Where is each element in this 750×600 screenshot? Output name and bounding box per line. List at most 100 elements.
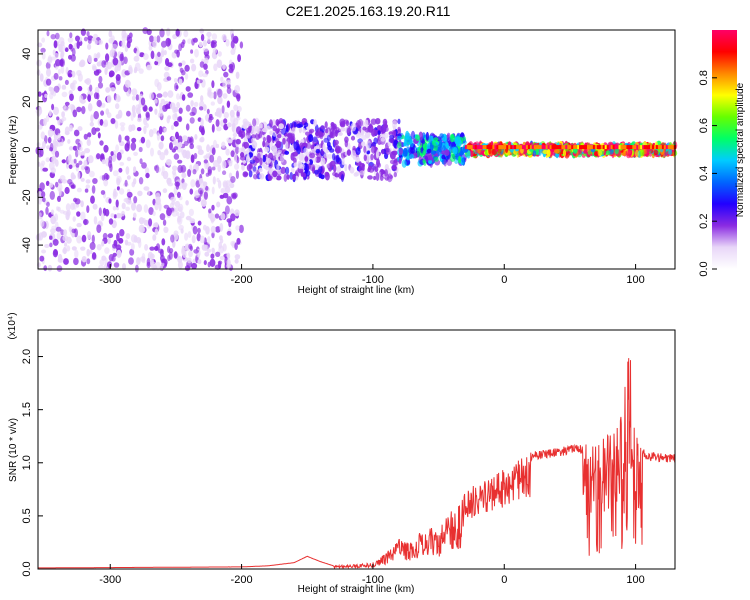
spectrogram-cell [361,141,366,147]
spectrogram-cell [36,142,41,147]
spectrogram-cell [243,172,249,177]
spectrogram-cell [140,97,146,106]
spectrogram-cell [373,175,377,181]
spectrogram-cell [158,141,164,150]
spectrogram-cell [45,206,49,215]
spectrogram-cell [271,145,278,153]
spectrogram-cell [115,199,119,208]
spectrogram-cell [632,145,635,150]
spectrogram-cell [148,45,153,51]
spectrogram-cell [223,118,228,124]
spectrogram-cell [302,128,306,134]
spectrogram-cell [154,98,158,104]
spectrogram-cell [220,213,226,220]
spectrogram-cell [40,47,46,53]
spectrogram-cell [299,142,304,149]
spectrogram-cell [49,147,53,152]
spectrogram-cell [98,265,105,270]
spectrogram-cell [296,123,302,128]
spectrogram-cell [45,78,52,86]
spectrogram-cell [234,209,240,217]
spectrogram-cell [91,37,97,42]
spectrogram-cell [178,107,183,114]
spectrogram-cell [221,160,227,169]
spectrogram-cell [600,145,604,150]
spectrogram-cell [498,145,501,150]
spectrogram-cell [166,177,172,185]
spectrogram-cell [233,153,238,162]
spectrogram-cell [167,115,171,120]
spectrogram-cell [234,163,240,170]
spectrogram-cell [235,116,241,121]
spectrogram-cell [63,229,68,236]
spectrogram-cell [337,131,343,136]
spectrogram-cell [220,76,224,83]
spectrogram-cell [391,150,398,156]
spectrogram-cell [125,206,130,211]
spectrogram-cell [116,212,121,219]
spectrogram-cell [478,145,482,150]
spectrogram-cell [656,145,659,150]
spectrogram-cell [157,51,161,57]
spectrogram-cell [165,58,170,66]
spectrogram-cell [213,91,217,100]
spectrogram-cell [216,59,223,68]
spectrogram-cell [104,208,110,217]
spectrogram-cell [159,152,165,161]
spectrogram-cell [45,180,50,186]
spectrogram-cell [39,73,44,82]
spectrogram-cell [464,145,468,150]
spectrogram-cell [539,145,543,150]
spectrogram-cell [117,62,121,72]
spectrogram-cell [149,246,155,251]
spectrogram-cell [368,167,375,173]
spectrogram-cell [172,165,178,171]
spectrogram-cell [474,145,478,150]
spectrogram-cell [340,151,346,159]
spectrogram-cell [115,94,121,103]
spectrogram-cell [77,126,83,132]
spectrogram-cell [634,145,637,150]
spectrogram-cell [107,261,112,268]
spectrogram-cell [488,145,491,150]
spectrogram-cell [364,130,371,139]
spectrogram-cell [233,37,239,44]
spectrogram-cell [175,28,180,37]
x-tick-label: -100 [362,574,384,586]
spectrogram-cell [211,247,215,253]
spectrogram-cell [108,155,113,164]
y-tick-label: 0.0 [21,561,33,576]
spectrogram-cell [124,179,128,187]
spectrogram-cell [125,110,131,117]
spectrogram-cell [109,49,115,58]
spectrogram-cell [295,175,299,181]
spectrogram-cell [190,179,196,188]
spectrogram-cell [253,173,258,180]
spectrogram-cell [299,163,306,170]
spectrogram-cell [665,145,669,150]
spectrogram-cell [93,57,98,62]
spectrogram-cell [100,190,106,195]
spectrogram-cell [269,119,273,128]
spectrogram-cell [64,101,70,106]
spectrogram-cell [545,145,549,150]
spectrogram-cell [205,226,210,235]
spectrogram-cell [364,119,369,128]
spectrogram-cell [165,103,172,109]
spectrogram-cell [68,54,72,60]
spectrogram-cell [187,38,192,44]
spectrogram-cell [226,122,232,128]
spectrogram-cell [68,43,73,50]
spectrogram-cell [216,126,222,132]
spectrogram-cell [81,106,86,115]
spectrogram-cell [234,85,241,94]
spectrogram-cell [350,122,357,132]
spectrogram-cell [136,127,142,132]
spectrogram-cell [345,120,349,127]
spectrogram-cell [97,132,101,139]
spectrogram-cell [598,145,602,150]
spectrogram-cell [44,93,48,99]
colorbar-ticks: 0.0 0.2 0.4 0.6 0.8 [698,70,717,277]
spectrogram-cell [133,212,137,219]
spectrogram-cell [96,61,102,67]
